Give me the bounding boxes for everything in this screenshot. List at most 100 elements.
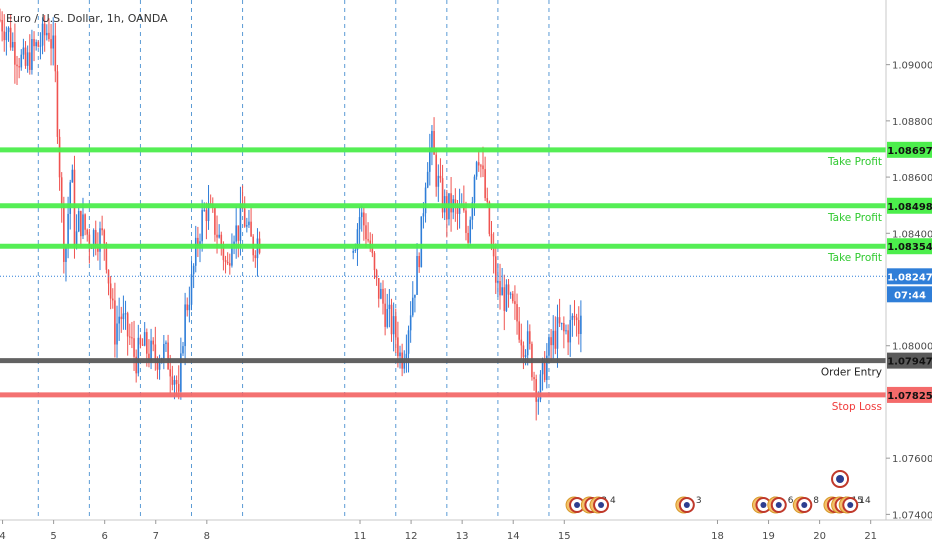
candle-body bbox=[514, 301, 516, 305]
candle-body bbox=[420, 216, 423, 268]
candle-body bbox=[197, 237, 199, 246]
candle-body bbox=[433, 131, 435, 155]
candle-body bbox=[435, 154, 437, 187]
candle-body bbox=[201, 210, 203, 242]
current-price-value: 1.08247 bbox=[887, 272, 932, 283]
candle-body bbox=[388, 304, 391, 309]
candle-body bbox=[577, 320, 580, 334]
candle-body bbox=[156, 359, 159, 370]
candle-body bbox=[375, 270, 378, 279]
candle-body bbox=[422, 213, 425, 217]
candle-body bbox=[552, 330, 555, 346]
candle-body bbox=[390, 304, 393, 335]
candle-body bbox=[499, 281, 501, 296]
candle-body bbox=[109, 283, 112, 299]
candle-body bbox=[507, 284, 510, 295]
candle-body bbox=[492, 246, 495, 257]
candle-body bbox=[431, 131, 433, 148]
candle-body bbox=[88, 234, 91, 249]
candle-body bbox=[14, 41, 16, 65]
candle-body bbox=[250, 221, 252, 237]
candle-body bbox=[5, 32, 8, 41]
candle-body bbox=[565, 330, 567, 332]
candle-body bbox=[163, 343, 165, 359]
candle-body bbox=[537, 399, 540, 402]
time-tick-label: 11 bbox=[354, 531, 367, 542]
candle-body bbox=[37, 42, 40, 47]
candle-body bbox=[352, 250, 355, 253]
candle-body bbox=[192, 265, 195, 275]
price-level-value: 1.08354 bbox=[887, 242, 932, 253]
event-flag-center bbox=[683, 502, 690, 508]
candle-body bbox=[509, 293, 512, 295]
candle-body bbox=[148, 353, 150, 362]
candle-body bbox=[237, 225, 240, 241]
price-level-label: Take Profit bbox=[827, 156, 882, 168]
candle-body bbox=[533, 377, 535, 380]
candle-body bbox=[511, 293, 514, 302]
candle-body bbox=[26, 52, 29, 66]
candle-body bbox=[358, 217, 361, 230]
candle-body bbox=[0, 19, 1, 21]
candle-body bbox=[373, 253, 376, 271]
candle-body bbox=[118, 316, 120, 324]
candle-body bbox=[522, 345, 525, 357]
candle-body bbox=[60, 177, 63, 204]
candle-body bbox=[111, 298, 114, 301]
candle-body bbox=[484, 169, 486, 199]
candle-body bbox=[486, 198, 489, 202]
candle-body bbox=[467, 232, 469, 243]
price-level-box bbox=[887, 197, 932, 214]
candle-body bbox=[28, 52, 31, 70]
price-axis[interactable]: 1.07400 1.07600 1.08000 1.08400 1.08600 1.088… bbox=[886, 61, 932, 522]
candle-body bbox=[94, 230, 97, 248]
candle-body bbox=[360, 212, 363, 218]
time-tick-label: 15 bbox=[558, 531, 571, 542]
candle-body bbox=[414, 294, 416, 298]
price-tick-label: 1.08800 bbox=[892, 117, 932, 128]
candle-body bbox=[480, 165, 482, 167]
candle-body bbox=[516, 304, 518, 322]
candle-body bbox=[397, 337, 399, 357]
candle-body bbox=[1, 19, 3, 32]
candle-body bbox=[454, 199, 457, 206]
price-tick-label: 1.09000 bbox=[892, 61, 932, 72]
candle-body bbox=[177, 383, 180, 392]
candle-body bbox=[131, 337, 133, 339]
candle-body bbox=[214, 208, 216, 235]
price-level-box bbox=[887, 238, 932, 255]
candle-body bbox=[392, 316, 395, 335]
candle-body bbox=[24, 47, 27, 66]
time-axis[interactable]: 4 5 6 7 8 11 12 13 14 15 18 19 20 21 bbox=[0, 520, 877, 542]
event-flag-center bbox=[760, 502, 767, 508]
candle-body bbox=[377, 278, 380, 299]
candle-body bbox=[22, 47, 25, 55]
countdown-box bbox=[887, 286, 932, 303]
candle-body bbox=[207, 203, 210, 222]
price-level-value: 1.08697 bbox=[887, 146, 932, 157]
candle-body bbox=[437, 175, 440, 187]
price-tick-label: 1.08600 bbox=[892, 173, 932, 184]
candle-body bbox=[86, 229, 89, 235]
candle-body bbox=[43, 23, 46, 36]
candle-body bbox=[405, 353, 408, 361]
candle-body bbox=[471, 202, 474, 220]
candle-body bbox=[426, 171, 429, 188]
event-count-badge: 6 bbox=[788, 496, 794, 506]
candle-body bbox=[46, 32, 48, 36]
candle-body bbox=[52, 35, 54, 49]
candle-body bbox=[120, 316, 123, 320]
candle-body bbox=[203, 209, 206, 211]
candle-body bbox=[458, 205, 461, 214]
candle-body bbox=[137, 337, 140, 374]
candle-body bbox=[56, 71, 59, 137]
candle-body bbox=[548, 337, 550, 356]
price-levels-group: Take Profit 1.08697 Take Profit 1.08498 Take… bbox=[0, 141, 932, 413]
time-tick-label: 5 bbox=[50, 531, 56, 542]
candle-body bbox=[39, 45, 42, 47]
event-count-badge: 4 bbox=[610, 496, 616, 506]
candle-body bbox=[477, 162, 480, 166]
candle-body bbox=[416, 255, 418, 295]
candle-body bbox=[141, 344, 144, 346]
